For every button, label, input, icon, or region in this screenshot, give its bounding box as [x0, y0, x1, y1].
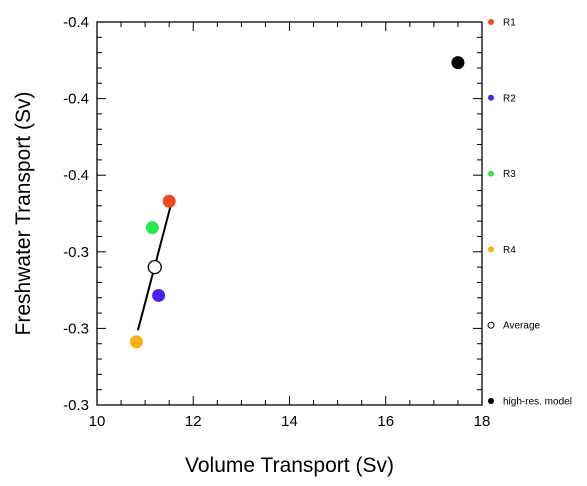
- legend-marker-average: [487, 321, 495, 329]
- x-tick-label: 10: [89, 413, 106, 430]
- y-tick-label: -0.4: [63, 14, 89, 31]
- x-tick-label: 12: [185, 413, 202, 430]
- y-axis-title: Freshwater Transport (Sv): [12, 92, 35, 336]
- point-r4: [129, 335, 143, 349]
- y-tick-label: -0.3: [63, 397, 89, 414]
- x-axis-title: Volume Transport (Sv): [185, 454, 394, 477]
- legend-label-high-res-model: high-res. model: [503, 397, 572, 408]
- legend-label-r4: R4: [503, 245, 516, 256]
- legend-marker-r3: [488, 170, 494, 177]
- x-tick-label: 14: [281, 413, 298, 430]
- legend-marker-r1: [488, 19, 494, 25]
- legend-marker-r4: [488, 246, 494, 253]
- legend-label-r1: R1: [503, 18, 516, 29]
- tick-labels: 10 12 14 16 18 -0.3 -0.3 -0.3 -0.4 -0.4 -0.4: [63, 14, 490, 430]
- legend: R1 R2 R3 R4 Average high-res. model: [487, 18, 572, 408]
- point-high-res-model: [451, 56, 465, 70]
- legend-label-r2: R2: [503, 93, 516, 104]
- x-tick-label: 18: [474, 413, 491, 430]
- y-tick-label: -0.4: [63, 91, 89, 108]
- data-points: [129, 56, 465, 349]
- point-average: [147, 259, 162, 275]
- point-r2: [152, 288, 166, 302]
- legend-marker-high-res-model: [488, 398, 494, 404]
- x-tick-label: 16: [377, 413, 394, 430]
- legend-label-average: Average: [503, 321, 541, 332]
- y-tick-label: -0.3: [63, 244, 89, 261]
- y-tick-label: -0.3: [63, 320, 89, 337]
- legend-label-r3: R3: [503, 169, 516, 180]
- point-r1: [162, 194, 176, 208]
- axis-ticks: [96, 21, 483, 406]
- y-tick-label: -0.4: [63, 167, 89, 184]
- plot-frame: [96, 21, 483, 406]
- legend-marker-r2: [488, 94, 494, 101]
- point-r3: [145, 221, 159, 235]
